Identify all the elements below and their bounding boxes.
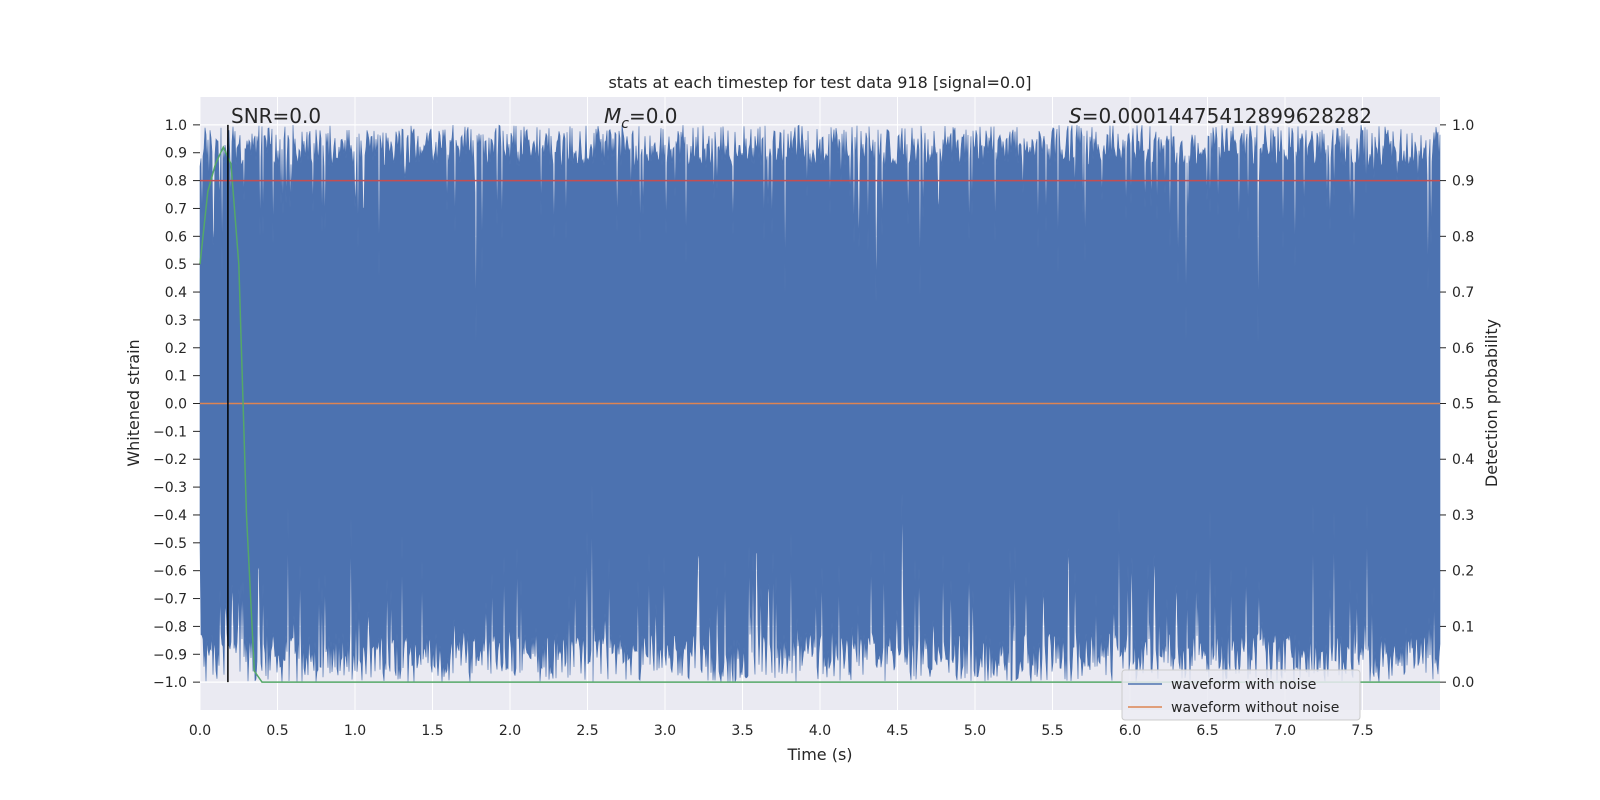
x-tick-label: 1.5: [421, 723, 443, 739]
y2-tick-label: 0.5: [1452, 397, 1474, 413]
legend: waveform with noise waveform without noi…: [1121, 669, 1361, 721]
y-tick-label: 0.1: [165, 369, 187, 385]
x-tick-label: 2.5: [576, 723, 598, 739]
y2-tick-label: 0.3: [1452, 508, 1474, 524]
detection-probability-line: [199, 145, 1440, 683]
y-tick-label: −0.8: [153, 619, 187, 635]
mc-value: =0.0: [629, 104, 678, 128]
mc-subscript: c: [621, 116, 629, 132]
y-tick-label: −1.0: [153, 675, 187, 691]
y2-tick-label: 1.0: [1452, 118, 1474, 134]
y-tick-label: −0.5: [153, 536, 187, 552]
y-tick-label: 0.0: [165, 397, 187, 413]
y-tick-label: 0.7: [165, 201, 187, 217]
y-tick-label: 0.4: [165, 285, 187, 301]
y2-tick-label: 0.2: [1452, 564, 1474, 580]
x-tick-label: 7.0: [1274, 723, 1296, 739]
x-tick-label: 7.5: [1351, 723, 1373, 739]
s-value: =0.00014475412899628282: [1082, 104, 1372, 128]
y2-tick-label: 0.6: [1452, 341, 1474, 357]
y-tick-label: 1.0: [165, 118, 187, 134]
y2-tick-label: 0.4: [1452, 452, 1474, 468]
y-tick-label: 0.5: [165, 257, 187, 273]
x-tick-label: 0.5: [266, 723, 288, 739]
y-tick-label: −0.1: [153, 424, 187, 440]
legend-label-noise: waveform with noise: [1171, 677, 1316, 693]
y-axis-label: Whitened strain: [124, 339, 143, 466]
x-tick-label: 3.0: [654, 723, 676, 739]
s-symbol: S: [1069, 104, 1082, 128]
y-tick-label: 0.2: [165, 341, 187, 357]
mc-symbol: M: [604, 104, 621, 128]
x-tick-label: 6.0: [1119, 723, 1141, 739]
chart-title: stats at each timestep for test data 918…: [608, 73, 1031, 92]
x-tick-label: 4.0: [809, 723, 831, 739]
y-tick-label: −0.9: [153, 647, 187, 663]
mc-annotation: Mc=0.0: [604, 104, 678, 132]
x-tick-label: 5.0: [964, 723, 986, 739]
y-tick-label: 0.8: [165, 174, 187, 190]
s-annotation: S=0.00014475412899628282: [1069, 104, 1372, 128]
x-axis-label: Time (s): [786, 745, 852, 764]
y2-tick-label: 0.7: [1452, 285, 1474, 301]
legend-box: [1121, 669, 1361, 721]
y-tick-label: −0.4: [153, 508, 187, 524]
x-tick-label: 4.5: [886, 723, 908, 739]
y-tick-label: −0.3: [153, 480, 187, 496]
y-tick-label: −0.6: [153, 564, 187, 580]
legend-label-clean: waveform without noise: [1171, 700, 1339, 716]
x-tick-label: 2.0: [499, 723, 521, 739]
y2-axis-label: Detection probability: [1482, 319, 1501, 487]
y-tick-label: 0.3: [165, 313, 187, 329]
x-tick-label: 6.5: [1196, 723, 1218, 739]
y2-tick-label: 0.9: [1452, 174, 1474, 190]
y-tick-label: 0.6: [165, 229, 187, 245]
x-tick-label: 1.0: [344, 723, 366, 739]
y-tick-label: −0.2: [153, 452, 187, 468]
y-tick-label: −0.7: [153, 592, 187, 608]
y2-tick-label: 0.8: [1452, 229, 1474, 245]
ticks-layer: 0.0 0.5 1.0 1.5 2.0 2.5 3.0 3.5 4.0 4.5 5.0 5.5 6.0 6…: [153, 118, 1474, 739]
x-tick-label: 0.0: [189, 723, 211, 739]
y2-tick-label: 0.1: [1452, 619, 1474, 635]
y-tick-label: 0.9: [165, 146, 187, 162]
x-tick-label: 3.5: [731, 723, 753, 739]
snr-annotation: SNR=0.0: [231, 104, 321, 128]
lines-layer: [199, 124, 1440, 683]
x-tick-label: 5.5: [1041, 723, 1063, 739]
y2-tick-label: 0.0: [1452, 675, 1474, 691]
